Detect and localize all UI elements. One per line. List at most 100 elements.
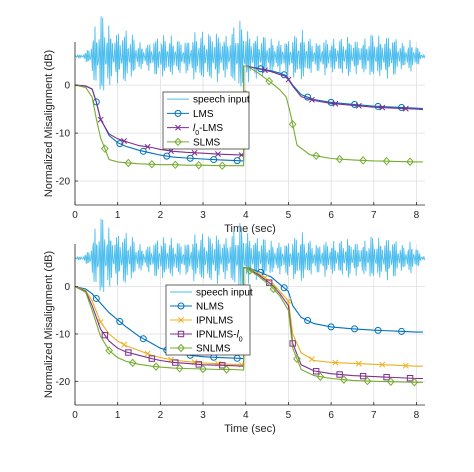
series-2-marker [215,151,221,158]
y-tick-label: 0 [64,81,70,92]
series-3-marker [172,359,179,366]
x-tick-label: 5 [286,410,292,421]
x-tick-label: 7 [371,410,377,421]
legend-entry: l0-LMS [193,123,223,137]
series-3-marker [312,368,320,375]
legend-entry: SNLMS [196,344,231,355]
series-2-marker [121,138,128,144]
series-line-3 [74,65,423,167]
series-4-marker [293,354,301,364]
series-4-marker [199,364,207,374]
x-tick-label: 2 [158,410,164,421]
series-2-marker [402,362,409,369]
series-3-marker [359,372,367,380]
speech-input-line [74,218,426,293]
series-3-marker [124,158,133,168]
legend-entry: LMS [193,109,214,120]
series-2-marker [355,360,362,367]
series-4-marker [222,365,231,374]
series-4-marker [269,284,278,294]
series-3-marker [382,156,391,166]
series-3-marker [265,76,274,86]
legend-entry: speech input [193,95,250,106]
series-3-marker [383,373,390,381]
legend-marker [177,302,185,310]
x-tick-label: 3 [200,210,206,221]
series-3-marker [336,371,343,378]
series-3-marker [101,144,109,153]
series-1-marker [398,327,406,335]
series-1-marker [351,325,359,333]
series-4-marker [340,375,348,384]
series-2-marker [379,104,386,111]
legend-marker [175,124,181,131]
series-3-marker [219,362,226,369]
series-3-marker [194,160,203,170]
series-1-marker [374,326,382,334]
x-tick-label: 2 [158,210,164,221]
series-3-marker [359,156,367,165]
series-3-marker [147,160,156,169]
x-tick-label: 0 [72,410,78,421]
series-2-marker [332,100,339,107]
series-1-marker [116,318,124,326]
x-tick-label: 4 [243,410,249,421]
legend-entry: IPNLMS-l0 [196,330,243,344]
x-tick-label: 0 [72,210,78,221]
legend-marker [178,317,184,323]
series-3-marker [335,154,344,164]
series-1-marker [304,93,312,101]
series-3-marker [148,355,156,362]
series-1-marker [92,294,100,302]
legend-marker [174,109,182,117]
series-3-marker [218,161,227,170]
series-1-marker [280,284,288,292]
series-2-marker [308,96,315,103]
y-tick-label: -10 [56,329,71,340]
series-1-marker [327,323,335,331]
x-axis-label: Time (sec) [224,223,276,235]
series-3-marker [101,331,109,339]
series-2-marker [355,102,362,109]
legend-marker [177,330,185,338]
series-1-marker [163,152,171,160]
legend-entry: SLMS [193,137,221,148]
x-tick-label: 7 [371,210,377,221]
x-tick-label: 5 [286,210,292,221]
x-tick-label: 6 [328,410,334,421]
x-tick-label: 6 [328,210,334,221]
series-1-marker [210,156,218,164]
series-3-marker [171,160,180,170]
series-3-marker [195,361,202,368]
series-2-marker [379,361,386,368]
y-tick-label: -20 [56,377,71,388]
y-tick-label: 0 [64,282,70,293]
series-3-marker [406,374,414,382]
series-2-marker [285,76,292,83]
x-tick-label: 8 [414,210,420,221]
y-tick-label: -20 [56,177,71,188]
y-tick-label: -10 [56,129,71,140]
speech-input-line [74,16,426,91]
y-axis-label: Normalized Misalignment (dB) [43,251,55,398]
series-4-marker [105,346,114,355]
series-4-marker [363,376,372,386]
x-tick-label: 1 [115,210,121,221]
series-2-marker [144,143,151,150]
series-3-marker [406,157,414,166]
series-2-marker [332,359,339,366]
series-3-marker [312,151,321,161]
series-2-marker [97,116,104,123]
series-4-marker [316,372,325,381]
series-2-marker [121,341,128,348]
x-tick-label: 3 [200,410,206,421]
series-4-marker [386,377,395,386]
x-axis-label: Time (sec) [224,423,276,435]
x-tick-label: 1 [115,410,121,421]
series-3-marker [288,120,297,129]
series-2-marker [261,67,268,74]
legend-entry: speech input [196,288,253,299]
